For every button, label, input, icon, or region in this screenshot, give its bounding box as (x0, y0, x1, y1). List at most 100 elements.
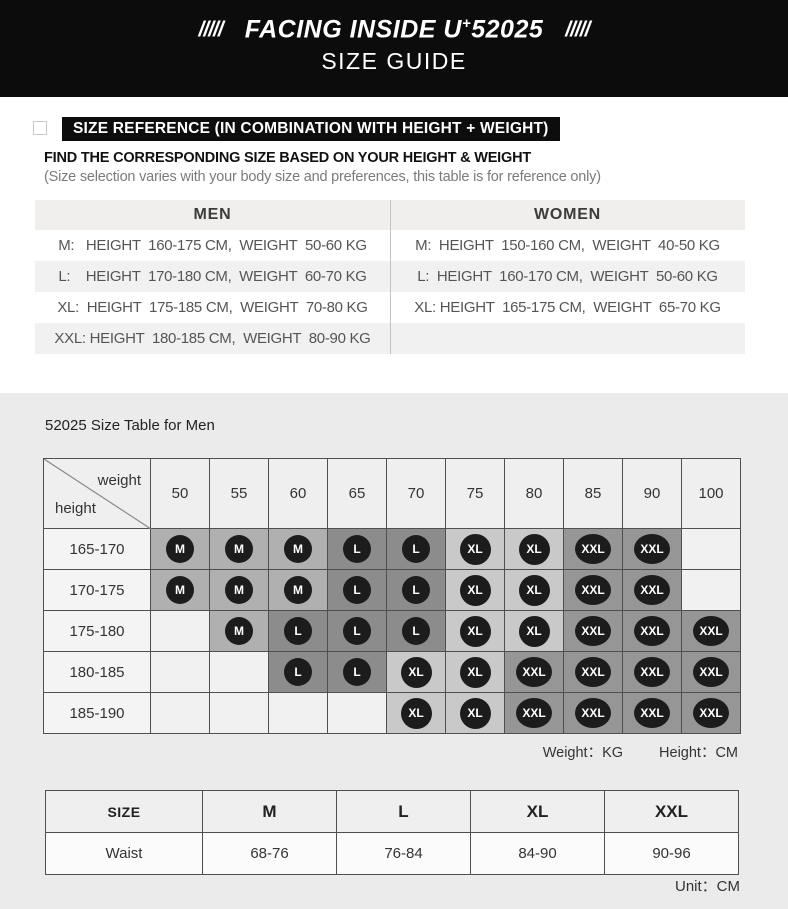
matrix-corner-cell: weight height (44, 459, 151, 529)
size-badge: XXL (575, 616, 611, 646)
size-cell-empty (151, 652, 210, 693)
size-badge: M (225, 617, 253, 645)
size-cell-m: M (210, 529, 269, 570)
size-cell-m: M (269, 529, 328, 570)
women-size-row: M: HEIGHT 150-160 CM, WEIGHT 40-50 KG (415, 237, 720, 254)
brand-title: FACING INSIDE U+52025 (244, 15, 544, 44)
waist-header-cell: XXL (605, 791, 739, 833)
size-cell-xxl: XXL (682, 652, 741, 693)
size-cell-l: L (328, 652, 387, 693)
height-label-cell: 175-180 (44, 611, 151, 652)
weight-header-cell: 50 (151, 459, 210, 529)
size-badge: XXL (693, 657, 729, 687)
section-headline: FIND THE CORRESPONDING SIZE BASED ON YOU… (44, 150, 532, 166)
size-cell-empty (210, 652, 269, 693)
weight-header-cell: 70 (387, 459, 446, 529)
size-badge: XL (518, 615, 550, 647)
section-note: (Size selection varies with your body si… (44, 169, 601, 185)
page-title: SIZE GUIDE (321, 48, 467, 75)
women-size-row: L: HEIGHT 160-170 CM, WEIGHT 50-60 KG (417, 268, 718, 285)
size-badge: L (343, 658, 371, 686)
size-cell-empty (328, 693, 387, 734)
waist-header-cell: XL (471, 791, 605, 833)
size-cell-xl: XL (387, 693, 446, 734)
size-cell-empty (210, 693, 269, 734)
legend-height-unit: Height：CM (659, 745, 738, 761)
size-badge: XL (459, 574, 491, 606)
size-cell-xl: XL (446, 652, 505, 693)
slashes-left-icon: ///// (198, 17, 224, 41)
size-reference-rows: M: HEIGHT 160-175 CM, WEIGHT 50-60 KG M: … (35, 230, 745, 354)
size-badge: XXL (516, 657, 552, 687)
size-cell-xl: XL (446, 693, 505, 734)
size-cell-l: L (328, 529, 387, 570)
size-cell-empty (682, 570, 741, 611)
matrix-legend: Weight：KG Height：CM (543, 741, 738, 762)
column-divider (390, 200, 391, 354)
size-badge: XXL (634, 657, 670, 687)
size-cell-xl: XL (446, 570, 505, 611)
size-badge: XXL (575, 534, 611, 564)
matrix-title: 52025 Size Table for Men (45, 417, 215, 434)
weight-header-cell: 55 (210, 459, 269, 529)
size-badge: M (225, 576, 253, 604)
size-badge: XL (459, 656, 491, 688)
section-title-bar: SIZE REFERENCE (IN COMBINATION WITH HEIG… (62, 117, 560, 141)
size-badge: L (402, 617, 430, 645)
legend-weight-unit: Weight：KG (542, 745, 624, 761)
size-cell-l: L (387, 529, 446, 570)
size-cell-xl: XL (446, 529, 505, 570)
men-header: MEN (193, 206, 232, 223)
women-size-row: XL: HEIGHT 165-175 CM, WEIGHT 65-70 KG (414, 299, 721, 316)
size-cell-m: M (210, 611, 269, 652)
size-reference-table: MEN WOMEN M: HEIGHT 160-175 CM, WEIGHT 5… (35, 200, 745, 354)
size-reference-band: M: HEIGHT 160-175 CM, WEIGHT 50-60 KG M: … (35, 230, 745, 261)
size-cell-l: L (269, 652, 328, 693)
size-cell-l: L (269, 611, 328, 652)
weight-header-cell: 80 (505, 459, 564, 529)
size-cell-m: M (269, 570, 328, 611)
size-badge: L (402, 576, 430, 604)
size-cell-xxl: XXL (623, 652, 682, 693)
weight-header-cell: 60 (269, 459, 328, 529)
slashes-right-icon: ///// (565, 17, 590, 41)
weight-header-cell: 85 (564, 459, 623, 529)
weight-header-cell: 100 (682, 459, 741, 529)
size-cell-xxl: XXL (682, 611, 741, 652)
size-cell-empty (151, 611, 210, 652)
unit-note: Unit：CM (674, 878, 740, 895)
size-badge: XXL (634, 534, 670, 564)
size-badge: XL (459, 533, 491, 565)
size-cell-empty (682, 529, 741, 570)
size-cell-m: M (151, 570, 210, 611)
size-badge: XL (459, 697, 491, 729)
size-cell-xxl: XXL (623, 611, 682, 652)
page-header: ///// FACING INSIDE U+52025 ///// SIZE G… (0, 0, 788, 97)
size-badge: XXL (516, 698, 552, 728)
size-badge: L (343, 617, 371, 645)
size-badge: XXL (575, 698, 611, 728)
size-cell-xxl: XXL (623, 693, 682, 734)
size-cell-xxl: XXL (564, 611, 623, 652)
size-cell-xxl: XXL (623, 570, 682, 611)
men-size-row: M: HEIGHT 160-175 CM, WEIGHT 50-60 KG (58, 237, 367, 254)
size-cell-xxl: XXL (505, 652, 564, 693)
weight-header-cell: 75 (446, 459, 505, 529)
size-badge: XL (400, 656, 432, 688)
size-table-panel: 52025 Size Table for Men weight height 5… (0, 393, 788, 909)
size-badge: M (166, 535, 194, 563)
diagonal-divider (44, 459, 151, 529)
size-badge: XXL (634, 698, 670, 728)
size-cell-xl: XL (505, 529, 564, 570)
waist-value-cell: 84-90 (471, 833, 605, 875)
brand-plus: + (461, 15, 472, 32)
size-badge: XXL (693, 616, 729, 646)
corner-height-label: height (55, 500, 96, 517)
size-cell-xl: XL (505, 570, 564, 611)
size-cell-empty (151, 693, 210, 734)
size-badge: XXL (693, 698, 729, 728)
size-cell-xl: XL (446, 611, 505, 652)
size-badge: XL (518, 533, 550, 565)
women-header: WOMEN (533, 206, 602, 223)
size-badge: M (284, 535, 312, 563)
